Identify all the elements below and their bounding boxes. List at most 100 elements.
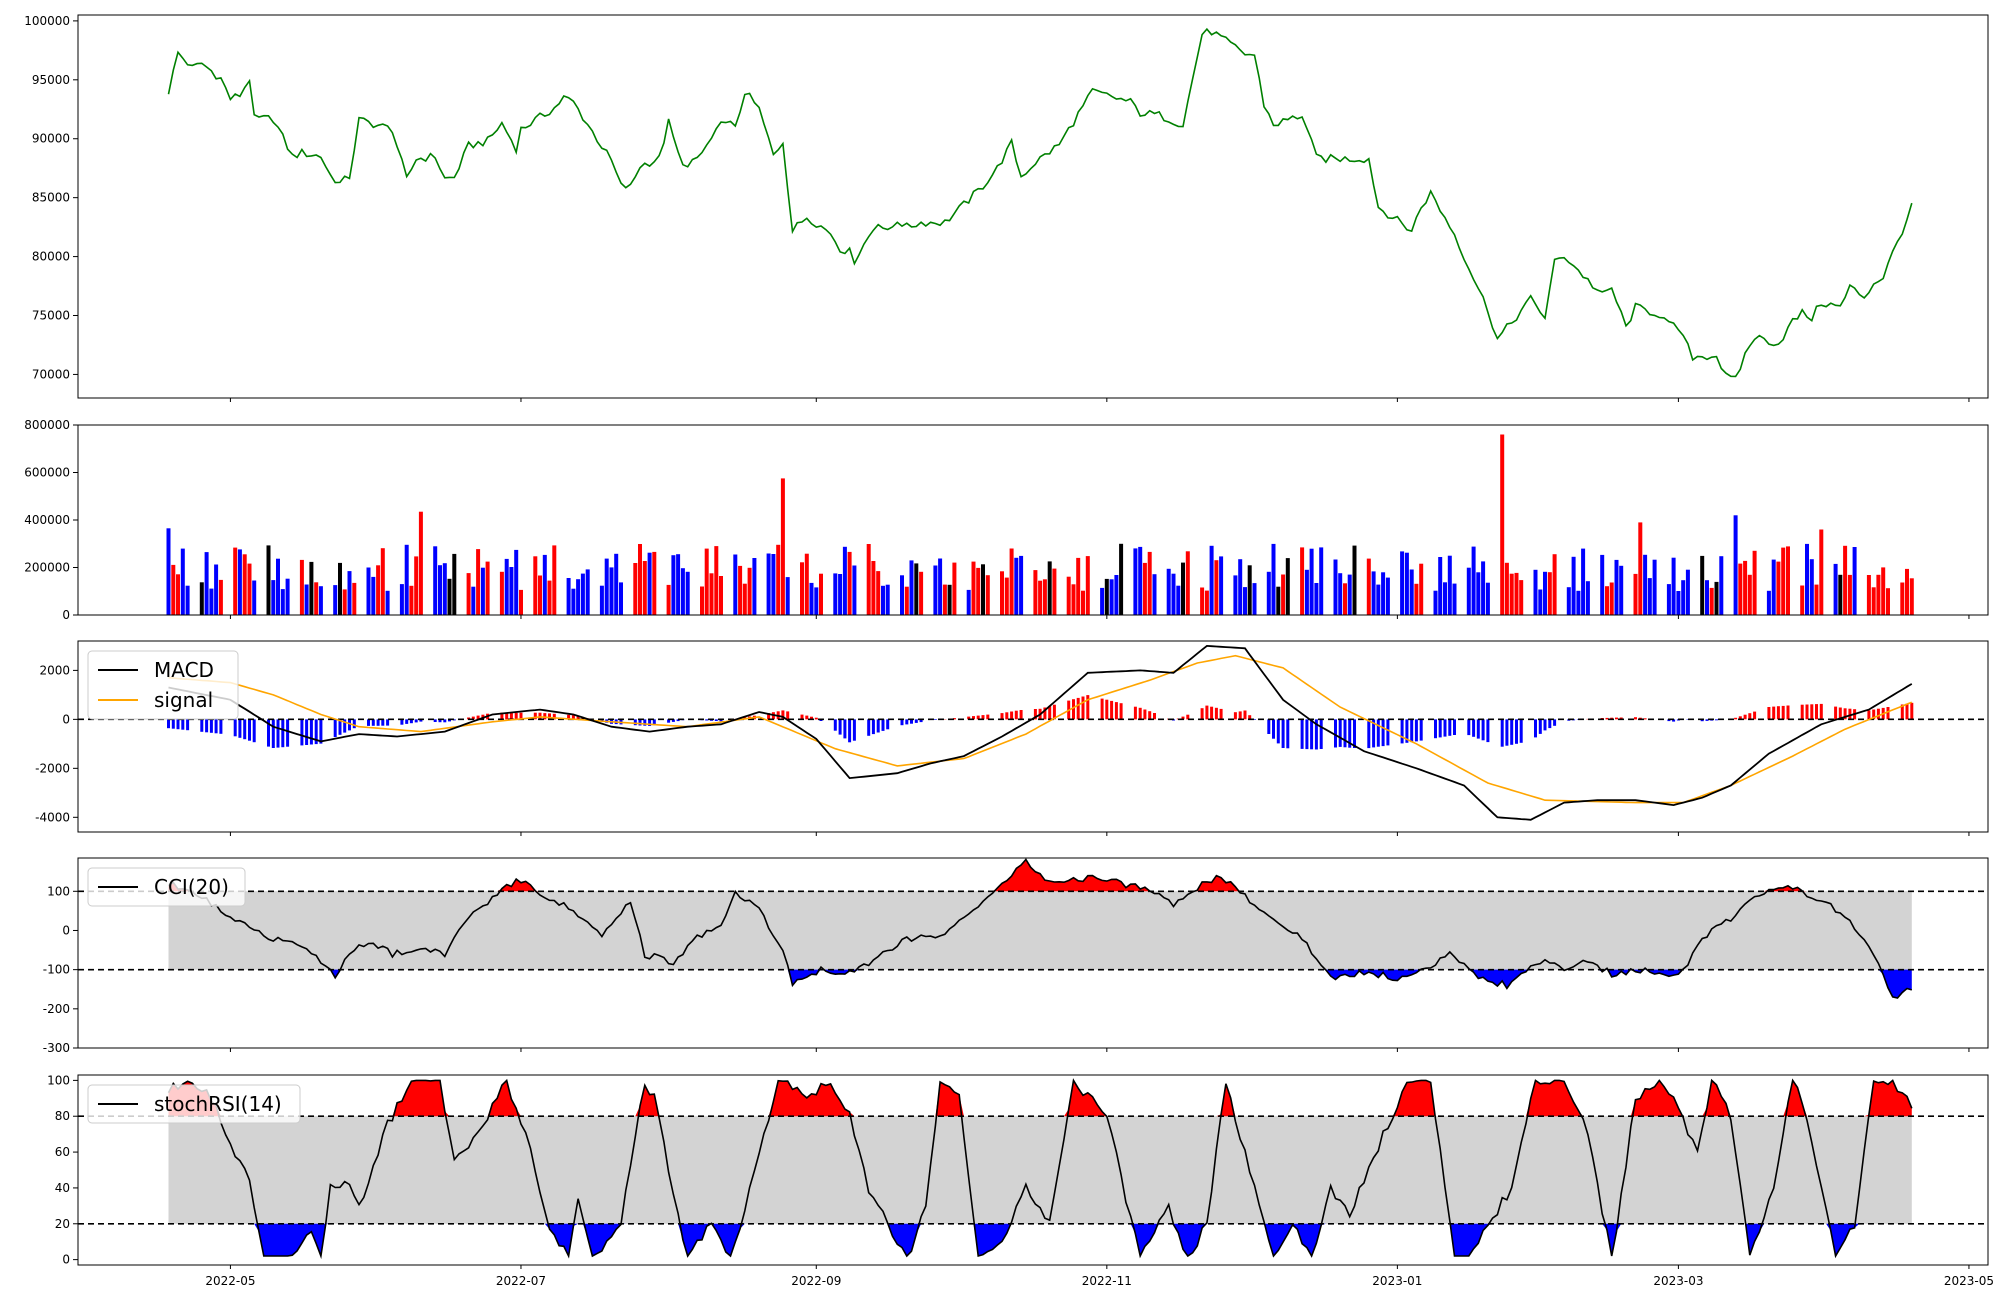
macd-histogram-bar — [1448, 719, 1452, 736]
volume-bar — [1185, 551, 1190, 615]
volume-bar — [1805, 543, 1809, 615]
macd-histogram-bar — [819, 719, 823, 721]
macd-histogram-bar — [633, 719, 637, 726]
volume-bar — [1371, 571, 1376, 615]
volume-bar — [719, 576, 723, 615]
volume-bar — [985, 575, 990, 615]
macd-histogram-bar — [1138, 707, 1142, 720]
volume-bar — [1843, 545, 1848, 615]
macd-histogram-bar — [238, 719, 242, 738]
volume-bar — [1738, 563, 1743, 615]
macd-histogram-bar — [1467, 719, 1471, 736]
volume-bar — [1752, 550, 1757, 615]
macd-y-axis: -4000 -2000 0 2000 — [35, 663, 78, 824]
macd-histogram-bar — [209, 719, 213, 733]
volume-bar — [1004, 577, 1009, 615]
macd-histogram-bar — [405, 719, 409, 724]
volume-bar — [1152, 574, 1157, 615]
macd-histogram-bar — [167, 719, 170, 729]
macd-histogram-bar — [1767, 707, 1771, 720]
macd-histogram-bar — [386, 719, 390, 726]
volume-bar — [866, 544, 871, 615]
macd-histogram-bar — [1667, 719, 1671, 722]
macd-histogram-bar — [1267, 719, 1271, 734]
volume-frame — [77, 424, 1989, 616]
macd-histogram-bar — [1105, 699, 1109, 720]
macd-histogram-bar — [1353, 719, 1356, 748]
macd-histogram-bar — [1548, 719, 1552, 729]
macd-y-tick-label: 0 — [62, 712, 70, 726]
volume-bar — [1285, 558, 1290, 615]
macd-histogram-bar — [1834, 706, 1838, 720]
volume-bar — [1314, 583, 1319, 615]
macd-histogram-bar — [1081, 696, 1085, 720]
macd-histogram-bar — [1867, 710, 1871, 720]
volume-bar — [1404, 552, 1409, 615]
price-y-tick-label: 90000 — [32, 132, 70, 146]
macd-histogram-bar — [1367, 719, 1371, 749]
volume-bar — [609, 567, 614, 615]
macd-histogram-bar — [1376, 719, 1380, 747]
volume-bar — [1714, 581, 1719, 615]
macd-histogram-bar — [1910, 702, 1914, 720]
volume-bar — [1647, 578, 1652, 615]
volume-bar — [733, 554, 738, 615]
volume-bar — [1419, 563, 1424, 615]
volume-bar — [1519, 580, 1524, 615]
volume-bar — [1504, 562, 1509, 615]
volume-bar — [1438, 557, 1443, 615]
price-panel: 70000 75000 80000 85000 90000 95000 100000 — [24, 14, 1989, 399]
date-x-axis: 2022-05 2022-07 2022-09 2022-11 2023-01 2023-… — [205, 398, 1994, 1288]
macd-histogram-bar — [1119, 703, 1123, 720]
macd-histogram-bar — [1200, 708, 1204, 720]
x-tick-label: 2023-03 — [1653, 1274, 1703, 1288]
macd-histogram-bar — [271, 719, 275, 748]
x-tick-label: 2022-05 — [205, 1274, 255, 1288]
volume-bar — [1443, 582, 1447, 615]
volume-bar — [585, 569, 590, 615]
macd-histogram-bar — [1900, 704, 1904, 720]
volume-bar — [1847, 574, 1852, 615]
macd-histogram-bar — [371, 719, 375, 726]
macd-histogram-bar — [1186, 714, 1190, 720]
macd-histogram-bar — [981, 715, 985, 720]
volume-bar — [338, 562, 342, 615]
macd-histogram-bar — [509, 712, 513, 720]
macd-y-tick-label: 2000 — [39, 663, 70, 677]
volume-bar — [399, 584, 404, 615]
macd-histogram-bar — [1076, 697, 1080, 720]
volume-bar — [1619, 565, 1624, 615]
macd-histogram-bar — [533, 712, 537, 720]
macd-histogram-bar — [219, 719, 223, 734]
macd-histogram-bar — [519, 712, 523, 720]
macd-histogram-bar — [409, 719, 413, 724]
volume-plot-area — [166, 434, 1914, 616]
macd-histogram-bar — [543, 713, 547, 720]
macd-histogram-bar — [1734, 717, 1738, 720]
macd-histogram-bar — [538, 712, 542, 720]
macd-histogram-bar — [1748, 713, 1752, 720]
volume-bar — [742, 583, 747, 615]
volume-bar — [1500, 434, 1505, 615]
volume-y-tick-label: 0 — [62, 608, 70, 622]
price-y-tick-label: 100000 — [24, 14, 70, 28]
volume-bar — [214, 564, 219, 615]
volume-bar — [914, 563, 919, 615]
volume-bar — [509, 567, 514, 615]
macd-y-tick-label: -4000 — [35, 810, 70, 824]
macd-histogram-bar — [1248, 715, 1252, 720]
volume-bar — [1600, 554, 1605, 615]
macd-histogram-bar — [1538, 719, 1542, 734]
macd-histogram-bar — [343, 719, 347, 733]
volume-bar — [1300, 547, 1305, 615]
volume-bar — [176, 574, 180, 615]
volume-bar — [1400, 551, 1405, 615]
macd-histogram-bar — [1615, 717, 1618, 720]
volume-bar — [1047, 561, 1052, 615]
macd-histogram-bar — [1286, 719, 1290, 749]
volume-bar — [909, 560, 914, 615]
macd-histogram-bar — [1476, 719, 1480, 739]
volume-bar — [1743, 560, 1748, 615]
volume-bar — [1819, 529, 1824, 615]
macd-histogram-bar — [1800, 704, 1804, 720]
